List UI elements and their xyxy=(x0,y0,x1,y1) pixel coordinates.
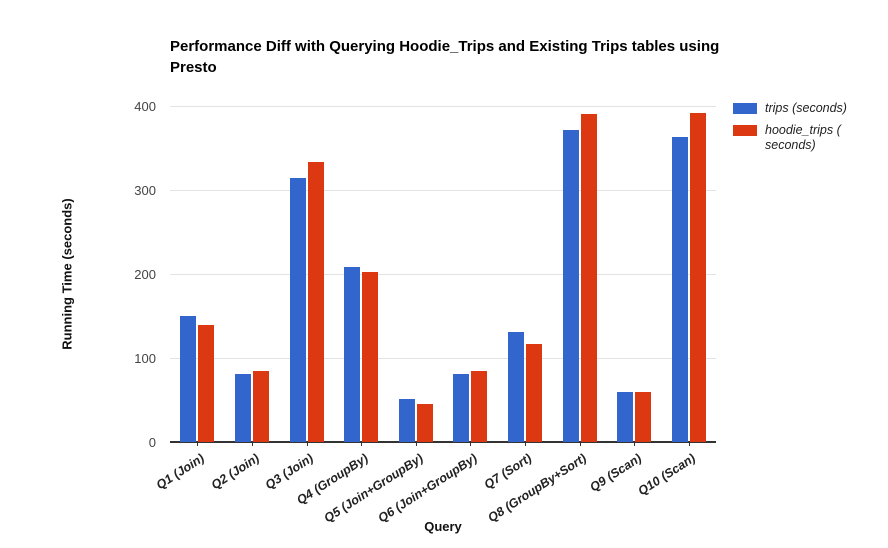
y-tick-label: 200 xyxy=(134,267,156,282)
y-tick-label: 300 xyxy=(134,183,156,198)
bar-series1-7 xyxy=(525,343,542,442)
legend-item-trips: trips (seconds) xyxy=(733,101,861,116)
gridline xyxy=(170,105,716,107)
x-tick-label: Q6 (Join+GroupBy) xyxy=(375,451,480,526)
legend-item-hoodie-trips: hoodie_trips ( seconds) xyxy=(733,123,861,153)
bar-series1-6 xyxy=(471,370,488,442)
x-tick-label: Q8 (GroupBy+Sort) xyxy=(485,451,590,525)
x-tick-label: Q9 (Scan) xyxy=(587,451,644,495)
x-axis-baseline xyxy=(170,441,716,443)
bar-series0-3 xyxy=(289,178,306,442)
x-tick-mark xyxy=(634,442,636,446)
x-axis-title: Query xyxy=(424,519,462,534)
bar-series0-7 xyxy=(507,331,524,442)
bar-series1-8 xyxy=(580,114,597,442)
bar-series1-5 xyxy=(416,404,433,442)
x-tick-label: Q5 (Join+GroupBy) xyxy=(321,451,426,526)
bar-series0-6 xyxy=(453,373,470,442)
x-tick-mark xyxy=(579,442,581,446)
bar-series0-4 xyxy=(344,267,361,442)
gridline xyxy=(170,189,716,191)
legend-label-trips: trips (seconds) xyxy=(765,101,847,115)
bar-series0-8 xyxy=(562,130,579,442)
bar-series0-1 xyxy=(180,316,197,442)
bar-series1-2 xyxy=(252,371,269,442)
x-tick-mark xyxy=(197,442,199,446)
x-tick-label: Q2 (Join) xyxy=(208,451,262,493)
y-tick-label: 400 xyxy=(134,99,156,114)
x-tick-mark xyxy=(306,442,308,446)
bar-series1-1 xyxy=(198,325,215,442)
x-tick-mark xyxy=(688,442,690,446)
y-tick-label: 100 xyxy=(134,351,156,366)
x-tick-mark xyxy=(470,442,472,446)
legend: trips (seconds) hoodie_trips ( seconds) xyxy=(733,101,861,160)
x-tick-label: Q1 (Join) xyxy=(153,451,207,493)
bar-series0-10 xyxy=(671,137,688,442)
bar-series0-5 xyxy=(398,399,415,442)
bar-series0-9 xyxy=(617,391,634,442)
x-tick-label: Q10 (Scan) xyxy=(635,451,699,499)
bar-series0-2 xyxy=(234,373,251,442)
gridline xyxy=(170,357,716,359)
legend-label-hoodie-trips: hoodie_trips ( seconds) xyxy=(765,123,841,152)
gridline xyxy=(170,273,716,275)
legend-swatch-trips xyxy=(733,103,757,114)
x-tick-mark xyxy=(524,442,526,446)
chart-title: Performance Diff with Querying Hoodie_Tr… xyxy=(170,38,720,76)
x-tick-mark xyxy=(251,442,253,446)
legend-swatch-hoodie-trips xyxy=(733,125,757,136)
x-tick-mark xyxy=(415,442,417,446)
bar-series1-9 xyxy=(635,392,652,442)
bar-series1-4 xyxy=(362,272,379,442)
plot-area xyxy=(170,105,716,446)
y-axis-title: Running Time (seconds) xyxy=(59,198,75,350)
bar-series1-3 xyxy=(307,162,324,442)
y-tick-label: 0 xyxy=(148,435,156,450)
bar-series1-10 xyxy=(689,112,706,442)
x-tick-mark xyxy=(361,442,363,446)
